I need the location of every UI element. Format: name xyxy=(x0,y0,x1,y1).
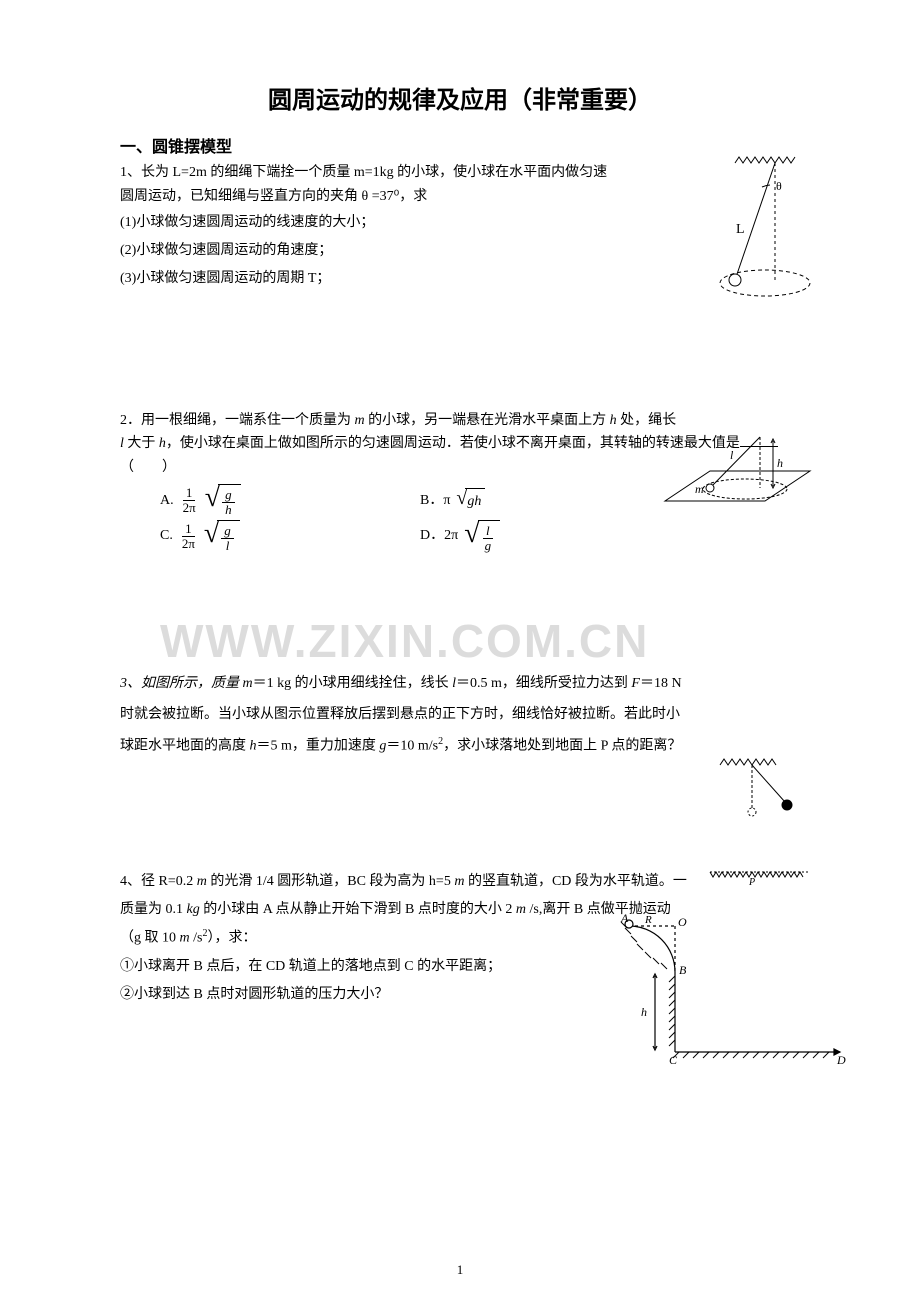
p1-text: 1、长为 L=2m 的细绳下端拴一个质量 m=1kg 的小球，使小球在水平面内做… xyxy=(120,165,607,204)
figure-table-pendulum: l h m xyxy=(655,431,820,536)
p2-line1: 2．用一根细绳，一端系住一个质量为 m 的小球，另一端悬在光滑水平桌面上方 h … xyxy=(120,409,800,433)
figure-quarter-track: A R O B h C D xyxy=(615,912,850,1067)
p4-fig-D: D xyxy=(836,1053,846,1067)
option-A: A. 12π √gh xyxy=(160,484,420,518)
problem-1: 1、长为 L=2m 的细绳下端拴一个质量 m=1kg 的小球，使小球在水平面内做… xyxy=(120,161,800,293)
problem-3: 3、如图所示，质量 m＝1 kg 的小球用细线拴住，线长 l＝0.5 m，细线所… xyxy=(120,669,800,762)
page-title: 圆周运动的规律及应用（非常重要） xyxy=(120,80,800,115)
p4-fig-C: C xyxy=(669,1053,678,1067)
p2-fig-h: h xyxy=(777,456,783,470)
problem-2: 2．用一根细绳，一端系住一个质量为 m 的小球，另一端悬在光滑水平桌面上方 h … xyxy=(120,409,800,554)
p4-fig-R: R xyxy=(644,914,652,926)
p4-fig-O: O xyxy=(678,915,687,929)
option-C: C. 12π √gl xyxy=(160,520,420,554)
option-D: D．2π √lg xyxy=(420,520,620,554)
p4-fig-h: h xyxy=(641,1005,647,1019)
p4-l1: 4、径 R=0.2 m 的光滑 1/4 圆形轨道，BC 段为高为 h=5 m 的… xyxy=(120,868,800,896)
p2-fig-m: m xyxy=(695,482,704,496)
option-B: B．π √gh xyxy=(420,488,620,514)
p1-fig-L: L xyxy=(736,222,745,237)
p2-fig-l: l xyxy=(730,448,734,462)
section-heading-1: 一、圆锥摆模型 xyxy=(120,133,800,157)
p4-fig-B: B xyxy=(679,963,687,977)
figure-conical-pendulum: θ L xyxy=(690,155,840,310)
p3-l2: 时就会被拉断。当小球从图示位置释放后摆到悬点的正下方时，细线恰好被拉断。若此时小 xyxy=(120,700,800,731)
problem-4: 4、径 R=0.2 m 的光滑 1/4 圆形轨道，BC 段为高为 h=5 m 的… xyxy=(120,868,800,1009)
page-number: 1 xyxy=(0,1262,920,1278)
p4-fig-A: A xyxy=(620,912,629,925)
p3-l1: 3、如图所示，质量 m＝1 kg 的小球用细线拴住，线长 l＝0.5 m，细线所… xyxy=(120,669,800,700)
p1-fig-theta: θ xyxy=(776,179,782,193)
